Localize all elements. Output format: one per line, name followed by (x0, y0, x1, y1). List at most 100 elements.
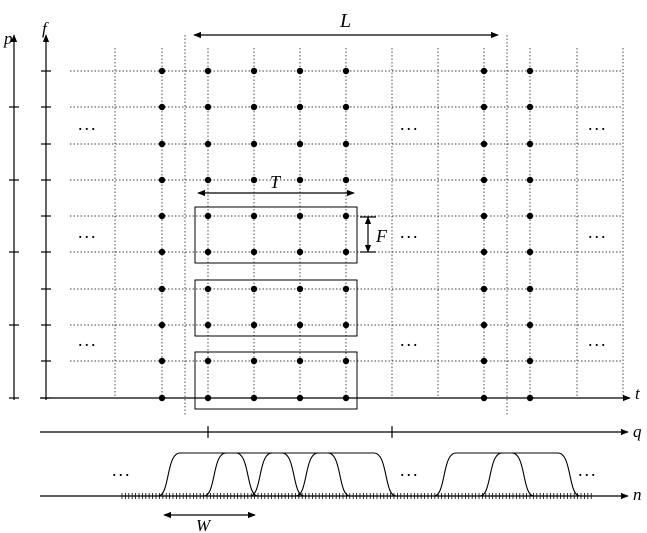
lattice-dot (158, 248, 166, 256)
lattice-dot (480, 212, 488, 220)
t-axis: t (40, 384, 641, 403)
tf-block-bottom (194, 351, 358, 410)
lattice-dot (296, 176, 304, 184)
L-label: L (339, 10, 351, 32)
lattice-dot (526, 212, 534, 220)
q-axis-label: q (633, 422, 642, 441)
lattice-dot (204, 357, 212, 365)
lattice-dot (526, 357, 534, 365)
lattice-dot (480, 176, 488, 184)
lattice-dot (250, 248, 258, 256)
W-label: W (196, 516, 212, 533)
lattice-dot (158, 212, 166, 220)
lattice-dot (296, 212, 304, 220)
lattice-dot (296, 140, 304, 148)
tf-block-top (194, 206, 358, 264)
lattice-dot (204, 103, 212, 111)
lattice-dot (526, 285, 534, 293)
L-dimension: L (193, 10, 499, 39)
lattice-points (158, 67, 534, 402)
lattice-dot (296, 285, 304, 293)
lattice-dot (480, 321, 488, 329)
ellipsis-left-top: ... (78, 114, 98, 134)
dotted-grid (70, 48, 624, 398)
lattice-dot (342, 394, 350, 402)
lattice-dot (480, 357, 488, 365)
lattice-dot (158, 321, 166, 329)
ellipsis-right-bottom: ... (588, 330, 608, 350)
lattice-dot (158, 103, 166, 111)
lattice-dot (296, 248, 304, 256)
ellipsis-center-bottom: ... (400, 330, 420, 350)
lattice-dot (204, 394, 212, 402)
lattice-dot (342, 248, 350, 256)
W-dimension: W (163, 511, 256, 533)
F-dimension: F (360, 216, 388, 253)
lattice-dot (342, 212, 350, 220)
q-axis: q (40, 422, 642, 441)
lattice-dot (204, 285, 212, 293)
lattice-dot (204, 176, 212, 184)
lattice-dot (296, 394, 304, 402)
lattice-dot (250, 103, 258, 111)
lattice-dot (526, 103, 534, 111)
ellipsis-right-middle: ... (588, 222, 608, 242)
lattice-dot (204, 248, 212, 256)
ellipsis-waveform-right: ... (578, 460, 598, 480)
lattice-dot (296, 321, 304, 329)
window-pulse (157, 452, 259, 497)
window-pulse (295, 452, 397, 497)
ellipsis-waveform-center: ... (400, 460, 420, 480)
T-dimension: T (197, 172, 355, 197)
lattice-dot (480, 67, 488, 75)
lattice-dot (158, 357, 166, 365)
lattice-dot (158, 176, 166, 184)
lattice-dot (250, 212, 258, 220)
tf-blocks (194, 206, 358, 410)
lattice-dot (342, 321, 350, 329)
lattice-dot (204, 212, 212, 220)
lattice-dot (158, 394, 166, 402)
lattice-dot (250, 140, 258, 148)
lattice-dot (342, 67, 350, 75)
window-pulse (203, 452, 305, 497)
lattice-dot (480, 285, 488, 293)
ellipsis-left-bottom: ... (78, 330, 98, 350)
lattice-dot (480, 394, 488, 402)
lattice-dot (250, 285, 258, 293)
window-pulse (433, 452, 535, 497)
lattice-dot (526, 321, 534, 329)
window-pulse (249, 452, 351, 497)
ellipsis-markers: ... ... ... ... ... ... ... ... ... ... … (78, 114, 608, 480)
lattice-dot (250, 321, 258, 329)
p-axis: p (3, 29, 19, 400)
lattice-dot (342, 140, 350, 148)
n-axis: n (40, 485, 642, 504)
lattice-dot (526, 176, 534, 184)
f-axis: f (41, 19, 51, 400)
lattice-dot (342, 103, 350, 111)
lattice-dot (526, 394, 534, 402)
lattice-dot (250, 357, 258, 365)
lattice-dot (526, 140, 534, 148)
p-axis-label: p (3, 29, 13, 48)
T-label: T (270, 172, 282, 192)
lattice-dot (342, 357, 350, 365)
ellipsis-left-middle: ... (78, 222, 98, 242)
ellipsis-center-middle: ... (400, 222, 420, 242)
lattice-dot (480, 103, 488, 111)
window-pulse (479, 452, 581, 497)
window-pulses (157, 452, 581, 497)
lattice-dot (158, 285, 166, 293)
lattice-dot (480, 248, 488, 256)
lattice-dot (250, 394, 258, 402)
lattice-dot (204, 140, 212, 148)
lattice-dot (342, 285, 350, 293)
lattice-dot (342, 176, 350, 184)
lattice-dot (158, 140, 166, 148)
lattice-dot (526, 248, 534, 256)
lattice-dot (204, 67, 212, 75)
n-axis-label: n (633, 485, 642, 504)
lattice-dot (526, 67, 534, 75)
ellipsis-right-top: ... (588, 114, 608, 134)
